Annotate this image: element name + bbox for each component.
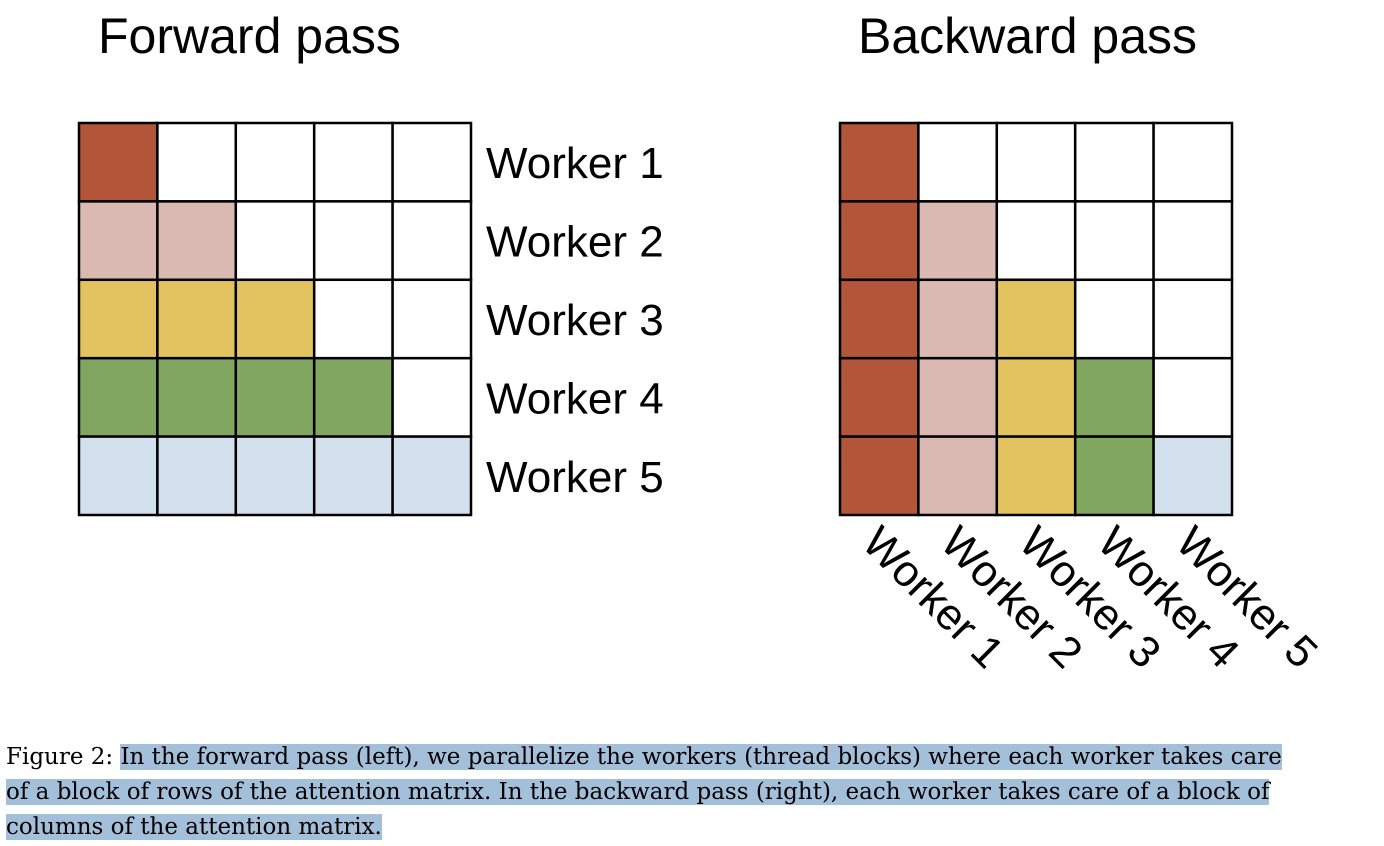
forward-cell-r3-c4: [312, 278, 394, 360]
backward-cell-r1-c3: [995, 121, 1077, 203]
backward-cell-r4-c4: [1073, 356, 1155, 438]
backward-cell-r5-c4: [1073, 435, 1155, 517]
backward-cell-r5-c5: [1152, 435, 1234, 517]
forward-row-label-3: Worker 3: [486, 296, 664, 345]
forward-row-label-5: Worker 5: [486, 453, 664, 502]
caption-text-1: In the forward pass (left), we paralleli…: [120, 744, 1282, 770]
backward-cell-r2-c2: [917, 200, 999, 282]
forward-cell-r4-c4: [312, 356, 394, 438]
backward-cell-r2-c1: [838, 200, 920, 282]
forward-cell-r2-c1: [77, 200, 159, 282]
backward-cell-r4-c2: [917, 356, 999, 438]
backward-cell-r4-c1: [838, 356, 920, 438]
attention-partition-diagram: Worker 1 Worker 2 Worker 3 Worker 4 Worker 5…: [77, 121, 1327, 678]
forward-cell-r3-c3: [234, 278, 316, 360]
forward-cell-r4-c1: [77, 356, 159, 438]
forward-cell-r1-c2: [156, 121, 238, 203]
backward-cell-r2-c5: [1152, 200, 1234, 282]
forward-cell-r2-c4: [312, 200, 394, 282]
forward-cell-r5-c3: [234, 435, 316, 517]
backward-pass-grid: [838, 121, 1234, 517]
forward-pass-grid: [77, 121, 473, 517]
forward-cell-r5-c1: [77, 435, 159, 517]
backward-cell-r3-c4: [1073, 278, 1155, 360]
forward-row-labels: Worker 1 Worker 2 Worker 3 Worker 4 Worker 5: [486, 139, 664, 502]
caption-text-3: columns of the attention matrix.: [6, 814, 382, 840]
backward-cell-r3-c5: [1152, 278, 1234, 360]
forward-cell-r5-c5: [391, 435, 473, 517]
backward-cell-r5-c1: [838, 435, 920, 517]
forward-cell-r5-c2: [156, 435, 238, 517]
caption-line-2: of a block of rows of the attention matr…: [6, 775, 1380, 810]
forward-cell-r1-c3: [234, 121, 316, 203]
forward-cell-r2-c3: [234, 200, 316, 282]
backward-cell-r1-c5: [1152, 121, 1234, 203]
forward-cell-r5-c4: [312, 435, 394, 517]
forward-cell-r1-c5: [391, 121, 473, 203]
forward-cell-r3-c2: [156, 278, 238, 360]
forward-row-label-1: Worker 1: [486, 139, 664, 188]
figure-caption: Figure 2: In the forward pass (left), we…: [6, 740, 1380, 845]
backward-cell-r4-c3: [995, 356, 1077, 438]
backward-cell-r5-c2: [917, 435, 999, 517]
backward-cell-r2-c4: [1073, 200, 1155, 282]
caption-line-1: Figure 2: In the forward pass (left), we…: [6, 740, 1380, 775]
forward-cell-r3-c1: [77, 278, 159, 360]
forward-cell-r2-c2: [156, 200, 238, 282]
forward-cell-r4-c3: [234, 356, 316, 438]
forward-cell-r2-c5: [391, 200, 473, 282]
backward-cell-r5-c3: [995, 435, 1077, 517]
backward-cell-r1-c4: [1073, 121, 1155, 203]
forward-cell-r4-c2: [156, 356, 238, 438]
forward-cell-r4-c5: [391, 356, 473, 438]
backward-cell-r2-c3: [995, 200, 1077, 282]
caption-line-3: columns of the attention matrix.: [6, 810, 1380, 845]
forward-pass-title: Forward pass: [98, 8, 401, 64]
backward-cell-r3-c3: [995, 278, 1077, 360]
backward-cell-r3-c1: [838, 278, 920, 360]
backward-cell-r1-c2: [917, 121, 999, 203]
caption-text-2: of a block of rows of the attention matr…: [6, 779, 1270, 805]
forward-cell-r3-c5: [391, 278, 473, 360]
caption-prefix: Figure 2:: [6, 744, 121, 770]
backward-pass-title: Backward pass: [858, 8, 1198, 64]
backward-cell-r4-c5: [1152, 356, 1234, 438]
backward-cell-r3-c2: [917, 278, 999, 360]
backward-cell-r1-c1: [838, 121, 920, 203]
forward-cell-r1-c4: [312, 121, 394, 203]
forward-row-label-4: Worker 4: [486, 374, 664, 423]
forward-row-label-2: Worker 2: [486, 218, 664, 267]
forward-cell-r1-c1: [77, 121, 159, 203]
